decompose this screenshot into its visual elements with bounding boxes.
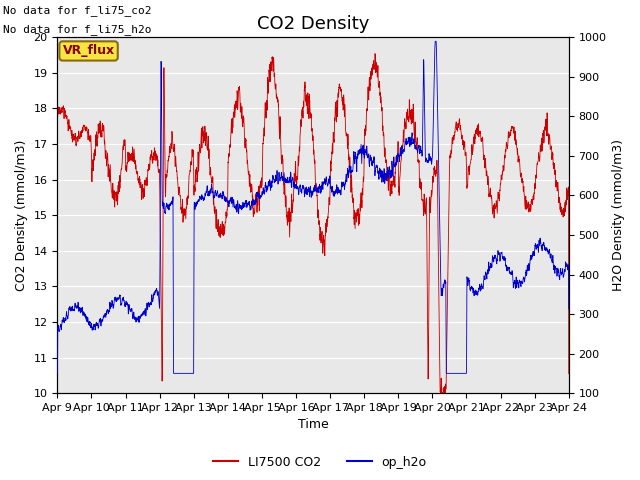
Text: VR_flux: VR_flux xyxy=(63,45,115,58)
Legend: LI7500 CO2, op_h2o: LI7500 CO2, op_h2o xyxy=(209,451,431,474)
Text: No data for f_li75_h2o: No data for f_li75_h2o xyxy=(3,24,152,35)
Y-axis label: CO2 Density (mmol/m3): CO2 Density (mmol/m3) xyxy=(15,140,28,291)
Title: CO2 Density: CO2 Density xyxy=(257,15,369,33)
Y-axis label: H2O Density (mmol/m3): H2O Density (mmol/m3) xyxy=(612,139,625,291)
X-axis label: Time: Time xyxy=(298,419,328,432)
Text: No data for f_li75_co2: No data for f_li75_co2 xyxy=(3,5,152,16)
